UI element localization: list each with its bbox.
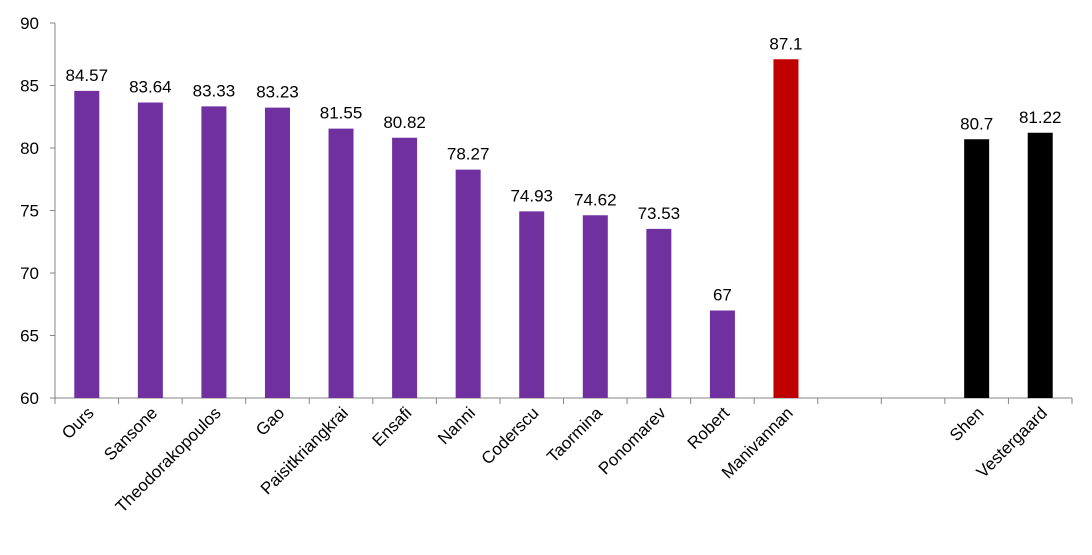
value-label: 74.62 <box>574 190 617 209</box>
bar <box>264 107 290 398</box>
bar <box>709 310 735 398</box>
y-tick-label: 60 <box>20 389 39 408</box>
y-axis: 60 65 70 75 80 85 90 <box>20 14 56 408</box>
value-label: 74.93 <box>510 186 553 205</box>
bar <box>582 215 608 398</box>
bars <box>74 59 1053 398</box>
category-label: Ponomarev <box>595 403 670 478</box>
category-label: Ensafi <box>369 403 416 450</box>
bar <box>328 128 354 398</box>
value-label: 83.23 <box>256 83 299 102</box>
value-labels: 84.57 83.64 83.33 83.23 81.55 80.82 78.27 74.93… <box>66 34 1062 304</box>
category-label: Nanni <box>434 403 479 448</box>
value-label: 67 <box>713 286 732 305</box>
y-tick-label: 80 <box>20 139 39 158</box>
value-label: 87.1 <box>769 34 802 53</box>
category-label: Theodorakopoulos <box>112 403 225 516</box>
y-tick-label: 75 <box>20 202 39 221</box>
value-label: 73.53 <box>638 204 681 223</box>
value-label: 81.55 <box>320 104 363 123</box>
category-label: Robert <box>684 403 734 453</box>
category-label: Taormina <box>543 403 606 466</box>
bar <box>137 102 163 398</box>
bar <box>964 139 990 398</box>
value-label: 83.64 <box>129 78 172 97</box>
y-tick-label: 85 <box>20 77 39 96</box>
y-tick-label: 70 <box>20 264 39 283</box>
category-label: Shen <box>946 403 988 445</box>
bar <box>201 106 227 398</box>
x-axis <box>54 397 1073 404</box>
value-label: 81.22 <box>1019 108 1062 127</box>
bar <box>773 59 799 398</box>
value-label: 83.33 <box>193 81 236 100</box>
value-label: 78.27 <box>447 145 490 164</box>
category-label: Sansone <box>100 403 161 464</box>
value-label: 80.7 <box>960 114 993 133</box>
category-label: Coderscu <box>478 403 543 468</box>
bar <box>519 211 545 398</box>
value-label: 80.82 <box>383 113 426 132</box>
y-tick-label: 65 <box>20 327 39 346</box>
bar <box>646 228 672 398</box>
value-label: 84.57 <box>66 66 109 85</box>
bar <box>74 90 100 398</box>
bar <box>392 137 418 398</box>
y-tick-label: 90 <box>20 14 39 33</box>
category-label: Gao <box>252 403 288 439</box>
bar <box>455 169 481 398</box>
category-label: Ours <box>58 403 97 442</box>
bar <box>1027 132 1053 398</box>
